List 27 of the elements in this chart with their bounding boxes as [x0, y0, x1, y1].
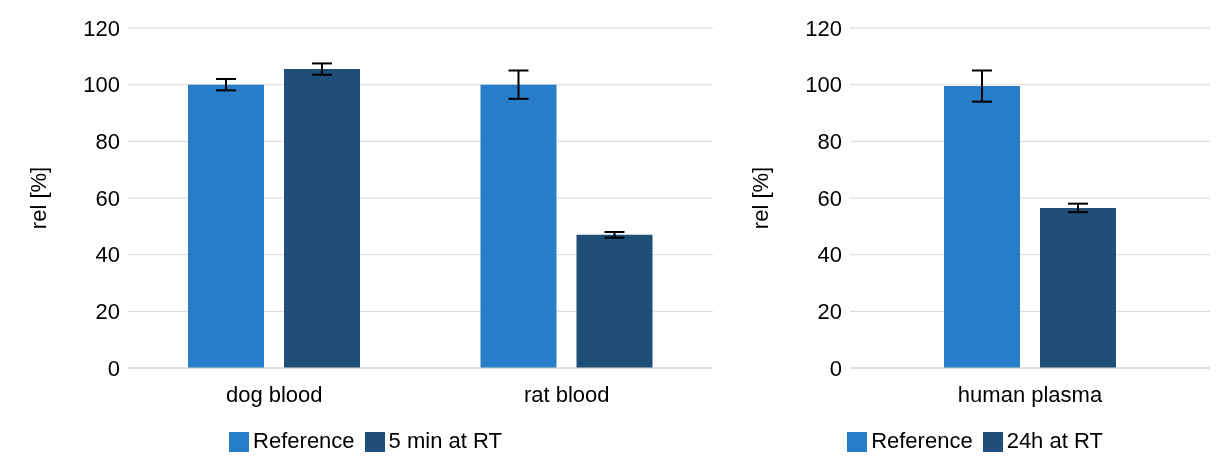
legend-label: Reference	[871, 428, 973, 453]
y-axis-title: rel [%]	[747, 166, 773, 230]
y-axis-title: rel [%]	[25, 166, 51, 230]
y-tick-label: 120	[805, 15, 842, 41]
legend-label: 24h at RT	[1006, 428, 1103, 453]
legend-label: Reference	[253, 428, 355, 453]
bar	[284, 69, 360, 368]
bar	[480, 84, 557, 368]
y-tick-label: 60	[817, 185, 842, 211]
y-tick-label: 100	[805, 72, 842, 98]
y-tick-label: 100	[83, 72, 120, 98]
y-tick-label: 20	[95, 299, 120, 325]
y-tick-label: 40	[817, 242, 842, 268]
x-tick-label: rat blood	[523, 381, 610, 407]
y-tick-label: 80	[817, 129, 842, 155]
y-tick-label: 120	[83, 15, 120, 41]
y-tick-label: 0	[107, 355, 120, 381]
x-tick-label: human plasma	[957, 381, 1103, 407]
legend-label: 5 min at RT	[388, 428, 502, 453]
bar	[576, 234, 653, 368]
y-tick-label: 40	[95, 242, 120, 268]
y-tick-label: 0	[829, 355, 842, 381]
y-tick-label: 60	[95, 185, 120, 211]
x-tick-label: dog blood	[225, 381, 323, 407]
y-tick-label: 20	[817, 299, 842, 325]
y-tick-label: 80	[95, 129, 120, 155]
bar	[188, 84, 264, 368]
